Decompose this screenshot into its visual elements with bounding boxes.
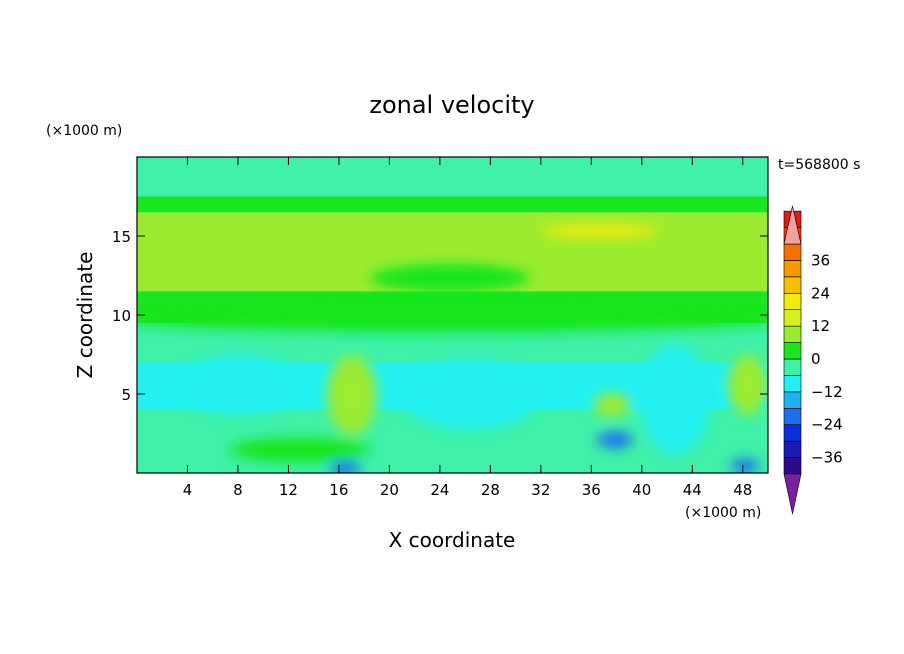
colorbar-bin — [783, 457, 802, 475]
colorbar-bin — [783, 276, 802, 294]
x-axis-label: X coordinate — [389, 528, 516, 552]
x-tick-label: 32 — [531, 481, 550, 499]
feature-blue-spot — [597, 432, 633, 448]
x-tick-label: 16 — [329, 481, 348, 499]
colorbar-tick-label: 24 — [811, 284, 830, 302]
colorbar-tick-label: −12 — [811, 383, 843, 401]
y-tick-label: 10 — [112, 307, 131, 325]
x-axis: 4 8 12 16 20 24 28 32 36 40 44 48 — [183, 157, 752, 499]
colorbar-bin — [783, 309, 802, 327]
colorbar-tick-label: 12 — [811, 317, 830, 335]
colorbar-bin — [783, 325, 802, 343]
colorbar-extend-min — [783, 473, 802, 515]
field-band-6 — [137, 196, 768, 213]
feature-green-patch-mid — [370, 264, 530, 292]
x-tick-label: 44 — [683, 481, 702, 499]
colorbar-bin — [783, 243, 802, 261]
colorbar-tick-label: −36 — [811, 449, 843, 467]
feature-yellowgreen-spot — [594, 393, 630, 417]
feature-yellowgreen-plume — [327, 355, 377, 435]
feature-green-lower-band — [137, 308, 768, 332]
colorbar-extend-max — [783, 205, 802, 245]
feature-blue-bottom-a — [329, 461, 361, 473]
colorbar-bin — [783, 342, 802, 360]
feature-cyan-left — [180, 355, 300, 415]
x-tick-label: 20 — [380, 481, 399, 499]
chart-title: zonal velocity — [369, 91, 534, 119]
y-axis-label: Z coordinate — [73, 252, 97, 379]
colorbar-tick-label: −24 — [811, 416, 843, 434]
y-tick-label: 5 — [121, 386, 131, 404]
colorbar-bin — [783, 407, 802, 426]
colorbar-bin — [783, 440, 802, 458]
x-tick-label: 36 — [582, 481, 601, 499]
plot-area — [137, 157, 768, 473]
y-tick-label: 15 — [112, 228, 131, 246]
colorbar-bin — [783, 260, 802, 278]
colorbar-tick-label: 36 — [811, 251, 830, 269]
y-unit-label: (×1000 m) — [46, 123, 122, 139]
x-tick-label: 12 — [279, 481, 298, 499]
feature-cyan-center — [400, 360, 540, 430]
colorbar-bin — [783, 375, 802, 393]
feature-yellowgreen-right — [728, 355, 768, 415]
y-axis: 5 10 15 — [112, 228, 768, 404]
colorbar-bin — [783, 424, 802, 442]
x-tick-label: 8 — [233, 481, 243, 499]
x-tick-label: 4 — [183, 481, 193, 499]
colorbar-bin — [783, 391, 802, 409]
colorbar-bin — [783, 358, 802, 376]
x-unit-label: (×1000 m) — [685, 505, 761, 521]
colorbar-bin — [783, 292, 802, 311]
feature-cyan-right — [640, 345, 710, 455]
feature-bright-yellow-band — [540, 224, 660, 238]
x-tick-label: 24 — [430, 481, 449, 499]
x-tick-label: 48 — [733, 481, 752, 499]
field-features — [137, 224, 768, 473]
x-tick-label: 40 — [632, 481, 651, 499]
feature-green-bottom — [230, 438, 370, 462]
colorbar-tick-label: 0 — [811, 350, 821, 368]
colorbar: 36 24 12 0 −12 −24 −36 — [783, 205, 843, 515]
field-band-7 — [137, 157, 768, 197]
feature-blue-bottom-b — [731, 459, 759, 473]
time-label: t=568800 s — [778, 157, 860, 173]
x-tick-label: 28 — [481, 481, 500, 499]
